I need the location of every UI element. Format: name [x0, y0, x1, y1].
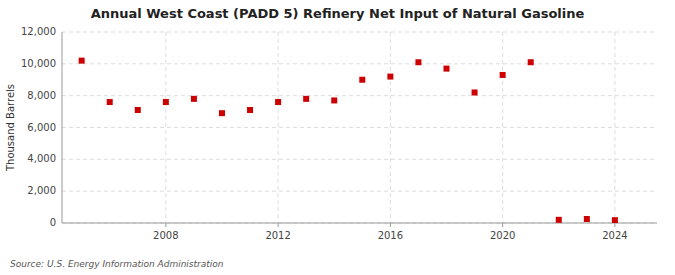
- x-grid-line: [614, 32, 615, 223]
- point: [303, 96, 309, 102]
- point: [247, 107, 253, 113]
- point: [359, 77, 365, 83]
- point: [415, 59, 421, 65]
- x-axis-line: [62, 223, 657, 224]
- y-axis-line: [62, 32, 63, 223]
- y-tick-label: 4,000: [27, 153, 56, 164]
- x-tick-label: 2020: [490, 230, 515, 241]
- point: [444, 66, 450, 72]
- y-grid-line: [62, 95, 657, 96]
- y-tick-label: 2,000: [27, 185, 56, 196]
- y-axis-label: Thousand Barrels: [5, 84, 16, 172]
- x-tick-label: 2024: [602, 230, 627, 241]
- points: [79, 58, 618, 223]
- x-tick-label: 2012: [265, 230, 290, 241]
- y-grid-line: [62, 32, 657, 33]
- point: [612, 217, 618, 223]
- x-tick: [390, 223, 391, 227]
- point: [79, 58, 85, 64]
- point: [163, 99, 169, 105]
- y-tick-label: 12,000: [21, 26, 56, 37]
- chart: 0 2,000 4,000 6,000 8,000 10,000 12,000 2008 201…: [0, 0, 675, 275]
- y-grid-line: [62, 63, 657, 64]
- point: [135, 107, 141, 113]
- y-grid-line: [62, 191, 657, 192]
- chart-container: 0 2,000 4,000 6,000 8,000 10,000 12,000 2008 201…: [0, 0, 675, 275]
- point: [191, 96, 197, 102]
- x-tick: [278, 223, 279, 227]
- x-tick: [165, 223, 166, 227]
- y-grid-line: [62, 223, 657, 224]
- point: [275, 99, 281, 105]
- x-grid-line: [165, 32, 166, 223]
- point: [556, 217, 562, 223]
- x-grid-line: [278, 32, 279, 223]
- point: [219, 110, 225, 116]
- x-grid-line: [502, 32, 503, 223]
- grid: [62, 32, 657, 223]
- point: [528, 59, 534, 65]
- plot-area: [62, 32, 657, 223]
- point: [500, 72, 506, 78]
- y-grid-line: [62, 127, 657, 128]
- point: [387, 74, 393, 80]
- source-note: Source: U.S. Energy Information Administ…: [10, 259, 224, 269]
- x-tick-label: 2008: [153, 230, 178, 241]
- x-tick: [614, 223, 615, 227]
- y-tick-label: 8,000: [27, 90, 56, 101]
- point: [584, 216, 590, 222]
- y-tick-label: 6,000: [27, 122, 56, 133]
- point: [472, 89, 478, 95]
- y-tick-label: 0: [50, 217, 56, 228]
- x-tick: [502, 223, 503, 227]
- x-grid-line: [390, 32, 391, 223]
- point: [107, 99, 113, 105]
- y-tick-label: 10,000: [21, 58, 56, 69]
- x-tick-label: 2016: [378, 230, 403, 241]
- point: [331, 97, 337, 103]
- y-grid-line: [62, 159, 657, 160]
- title: Annual West Coast (PADD 5) Refinery Net …: [91, 6, 585, 21]
